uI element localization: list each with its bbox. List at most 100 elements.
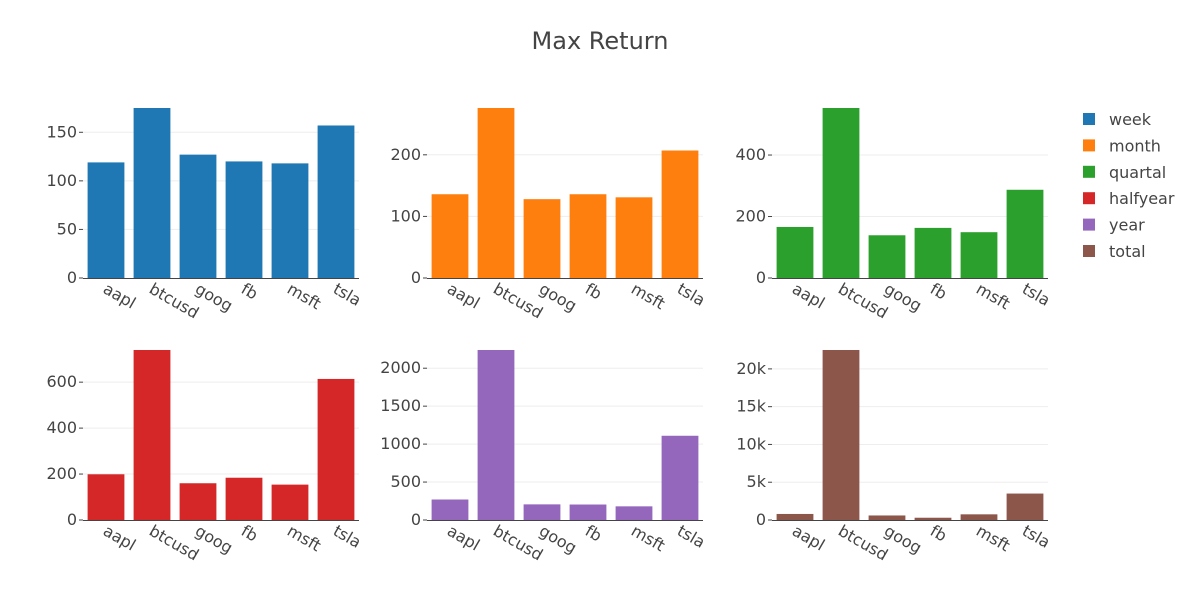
y-tick-label-month-2: 200: [390, 145, 421, 164]
legend-swatch-quartal: [1083, 165, 1095, 178]
bar-week-aapl: [87, 162, 125, 278]
x-tick-label-total-fb: fb: [927, 521, 950, 545]
bar-halfyear-goog: [179, 483, 217, 520]
bar-total-btcusd: [822, 350, 860, 520]
y-tick-label-total-0: 0: [756, 510, 766, 529]
y-tick-label-quartal-0: 0: [756, 268, 766, 287]
y-tick-label-week-1: 50: [57, 219, 77, 238]
x-tick-label-total-btcusd: btcusd: [835, 521, 891, 564]
legend-label-quartal: quartal: [1109, 163, 1166, 182]
x-tick-label-halfyear-msft: msft: [284, 521, 324, 555]
x-tick-label-halfyear-fb: fb: [238, 521, 261, 545]
bar-week-tsla: [317, 125, 355, 278]
y-tick-label-halfyear-2: 400: [46, 418, 77, 437]
bar-month-fb: [569, 194, 607, 278]
bar-week-btcusd: [133, 108, 171, 278]
y-tick-label-total-3: 15k: [736, 397, 766, 416]
bar-month-msft: [615, 197, 653, 278]
y-tick-label-week-0: 0: [67, 268, 77, 287]
x-tick-label-month-tsla: tsla: [674, 279, 708, 310]
x-tick-label-total-msft: msft: [973, 521, 1013, 555]
y-tick-label-month-1: 100: [390, 206, 421, 225]
bar-quartal-btcusd: [822, 108, 860, 278]
x-tick-label-quartal-aapl: aapl: [789, 279, 828, 313]
legend-swatch-total: [1083, 245, 1095, 257]
legend-label-total: total: [1109, 242, 1146, 261]
bar-year-goog: [523, 504, 561, 520]
bar-year-btcusd: [477, 350, 515, 520]
bar-week-goog: [179, 154, 217, 278]
legend-item-quartal: quartal: [1083, 163, 1166, 182]
y-tick-label-halfyear-3: 600: [46, 372, 77, 391]
y-tick-label-total-2: 10k: [736, 434, 766, 453]
legend-item-halfyear: halfyear: [1083, 189, 1175, 208]
bar-halfyear-btcusd: [133, 350, 171, 520]
bar-year-tsla: [661, 435, 699, 520]
x-tick-label-week-tsla: tsla: [330, 279, 364, 310]
x-tick-label-week-msft: msft: [284, 279, 324, 313]
bar-month-btcusd: [477, 108, 515, 278]
bar-year-aapl: [431, 499, 469, 520]
bar-month-tsla: [661, 150, 699, 278]
legend-item-total: total: [1083, 242, 1146, 261]
bar-week-fb: [225, 161, 263, 278]
bar-halfyear-fb: [225, 477, 263, 520]
x-tick-label-month-fb: fb: [582, 279, 605, 303]
x-tick-label-week-btcusd: btcusd: [146, 279, 202, 322]
y-tick-label-week-3: 150: [46, 122, 77, 141]
legend-item-month: month: [1083, 136, 1161, 155]
y-tick-label-quartal-1: 200: [735, 207, 766, 226]
x-tick-label-year-fb: fb: [582, 521, 605, 545]
bar-month-aapl: [431, 194, 469, 278]
x-tick-label-month-aapl: aapl: [444, 279, 483, 313]
x-tick-label-halfyear-aapl: aapl: [100, 521, 139, 555]
legend-swatch-halfyear: [1083, 192, 1095, 205]
x-tick-label-total-tsla: tsla: [1019, 521, 1053, 552]
x-tick-label-year-msft: msft: [628, 521, 668, 555]
x-tick-label-week-aapl: aapl: [100, 279, 139, 313]
legend-label-halfyear: halfyear: [1109, 189, 1175, 208]
y-tick-label-year-2: 1000: [380, 434, 421, 453]
x-tick-label-quartal-btcusd: btcusd: [835, 279, 891, 322]
x-tick-label-week-fb: fb: [238, 279, 261, 303]
y-tick-label-quartal-2: 400: [735, 145, 766, 164]
bar-week-msft: [271, 163, 309, 278]
bar-quartal-aapl: [776, 226, 814, 278]
bar-total-fb: [914, 517, 952, 520]
x-tick-label-year-tsla: tsla: [674, 521, 708, 552]
x-tick-label-year-aapl: aapl: [444, 521, 483, 555]
x-tick-label-quartal-tsla: tsla: [1019, 279, 1053, 310]
legend-swatch-year: [1083, 218, 1095, 231]
bar-halfyear-msft: [271, 484, 309, 520]
x-tick-label-halfyear-btcusd: btcusd: [146, 521, 202, 564]
x-tick-label-month-btcusd: btcusd: [490, 279, 546, 322]
y-tick-label-year-1: 500: [390, 472, 421, 491]
x-tick-label-quartal-msft: msft: [973, 279, 1013, 313]
bar-total-tsla: [1006, 493, 1044, 520]
bar-year-fb: [569, 504, 607, 520]
y-tick-label-year-0: 0: [411, 510, 421, 529]
bar-halfyear-aapl: [87, 474, 125, 520]
legend-swatch-week: [1083, 113, 1095, 125]
y-tick-label-halfyear-1: 200: [46, 464, 77, 483]
x-tick-label-halfyear-tsla: tsla: [330, 521, 364, 552]
bar-total-aapl: [776, 513, 814, 520]
legend-item-year: year: [1083, 216, 1145, 235]
legend-label-month: month: [1109, 136, 1161, 155]
legend: week month quartal halfyear year total: [1083, 110, 1175, 261]
y-tick-label-month-0: 0: [411, 268, 421, 287]
x-tick-label-year-btcusd: btcusd: [490, 521, 546, 564]
bar-year-msft: [615, 506, 653, 520]
bar-total-goog: [868, 515, 906, 520]
y-tick-label-year-4: 2000: [380, 358, 421, 377]
y-tick-label-year-3: 1500: [380, 396, 421, 415]
bar-quartal-goog: [868, 235, 906, 278]
y-tick-label-total-1: 5k: [747, 472, 767, 491]
